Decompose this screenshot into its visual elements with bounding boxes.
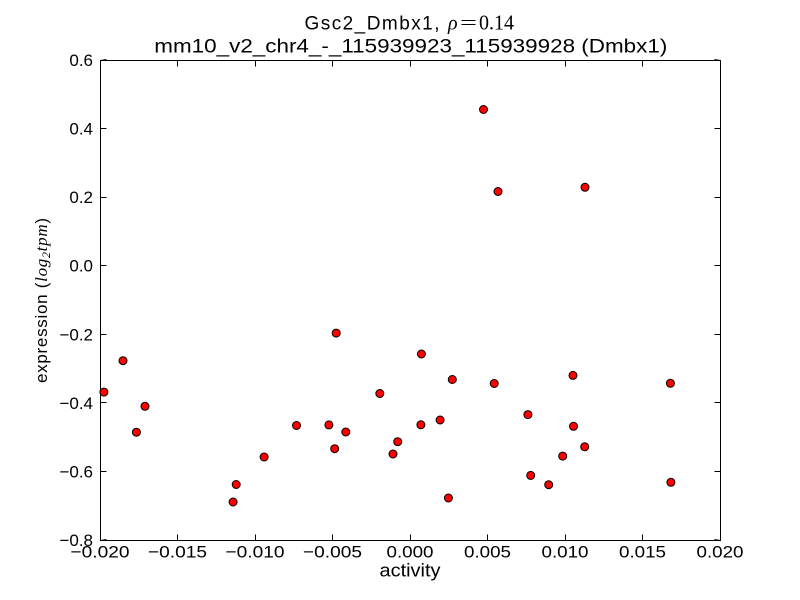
svg-text:0.005: 0.005: [464, 543, 511, 562]
svg-text:0.015: 0.015: [619, 543, 666, 562]
svg-text:activity: activity: [380, 560, 442, 581]
svg-text:−0.6: −0.6: [59, 462, 93, 481]
svg-text:−0.020: −0.020: [71, 543, 130, 562]
svg-text:−0.015: −0.015: [148, 543, 207, 562]
svg-text:0.000: 0.000: [387, 543, 434, 562]
svg-text:−0.005: −0.005: [303, 543, 362, 562]
svg-text:−0.4: −0.4: [59, 394, 93, 413]
svg-text:0.4: 0.4: [69, 120, 93, 139]
svg-text:0.020: 0.020: [697, 543, 744, 562]
svg-text:0.14: 0.14: [479, 11, 514, 35]
svg-text:−0.2: −0.2: [59, 325, 93, 344]
svg-text:−0.8: −0.8: [59, 531, 93, 550]
svg-text:0.2: 0.2: [69, 188, 93, 207]
svg-text:ρ: ρ: [447, 13, 458, 35]
svg-text:Gsc2_Dmbx1,: Gsc2_Dmbx1,: [305, 14, 440, 35]
svg-text:expression (log2tpm): expression (log2tpm): [32, 218, 53, 383]
svg-text:0.010: 0.010: [542, 543, 589, 562]
svg-text:0.0: 0.0: [69, 257, 93, 276]
svg-text:−0.010: −0.010: [226, 543, 285, 562]
svg-text:0.6: 0.6: [69, 51, 93, 70]
svg-text:=: =: [460, 13, 477, 35]
svg-text:mm10_v2_chr4_-_115939923_11593: mm10_v2_chr4_-_115939923_115939928 (Dmbx…: [154, 37, 667, 58]
